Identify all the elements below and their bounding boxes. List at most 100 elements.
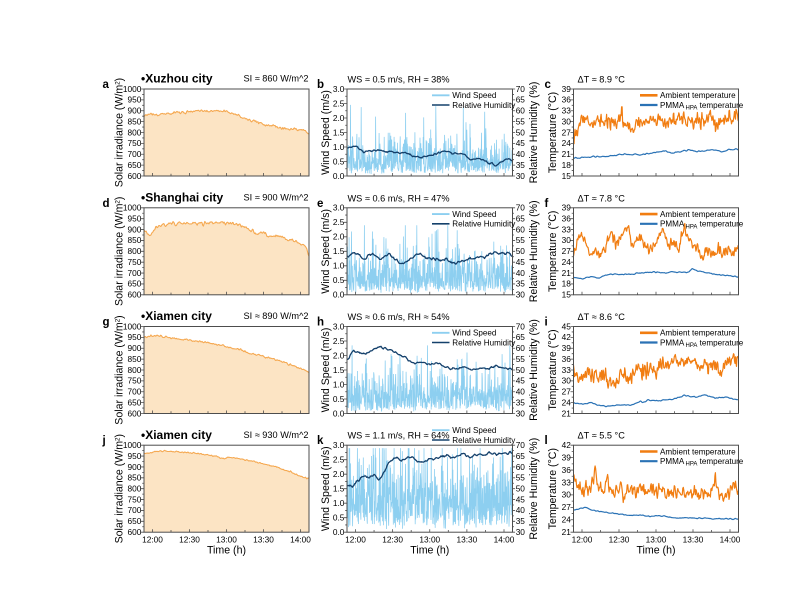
svg-text:12:30: 12:30 <box>609 534 630 544</box>
svg-text:13:00: 13:00 <box>646 534 667 544</box>
svg-text:14:00: 14:00 <box>290 534 311 544</box>
svg-text:1.5: 1.5 <box>333 127 345 137</box>
svg-text:650: 650 <box>128 516 142 526</box>
svg-text:Wind Speed: Wind Speed <box>452 426 496 435</box>
svg-text:50: 50 <box>516 246 526 256</box>
svg-text:18: 18 <box>562 279 572 289</box>
svg-text:700: 700 <box>128 387 142 397</box>
svg-text:Temperature (°C): Temperature (°C) <box>547 448 559 529</box>
svg-text:18: 18 <box>562 160 572 170</box>
svg-text:1.0: 1.0 <box>333 142 345 152</box>
svg-text:Relative Humidity (%): Relative Humidity (%) <box>528 319 540 421</box>
svg-text:36: 36 <box>562 354 572 364</box>
svg-text:•Xuzhou city: •Xuzhou city <box>141 72 213 86</box>
svg-text:c: c <box>545 79 552 91</box>
svg-text:36: 36 <box>562 465 572 475</box>
svg-text:WS ≈ 0.6 m/s, RH ≈ 54%: WS ≈ 0.6 m/s, RH ≈ 54% <box>348 312 450 322</box>
svg-text:65: 65 <box>516 332 526 342</box>
svg-text:2.0: 2.0 <box>333 113 345 123</box>
svg-text:50: 50 <box>516 484 526 494</box>
svg-text:14:00: 14:00 <box>494 534 515 544</box>
svg-text:55: 55 <box>516 235 526 245</box>
svg-text:Relative Humidity: Relative Humidity <box>452 220 516 229</box>
svg-text:Wind Speed (m/s): Wind Speed (m/s) <box>320 209 332 294</box>
svg-text:40: 40 <box>516 268 526 278</box>
svg-text:35: 35 <box>516 160 526 170</box>
svg-text:1000: 1000 <box>123 321 142 331</box>
svg-text:Relative Humidity (%): Relative Humidity (%) <box>528 82 540 184</box>
svg-text:2.0: 2.0 <box>333 350 345 360</box>
svg-text:14:00: 14:00 <box>720 534 741 544</box>
svg-text:55: 55 <box>516 473 526 483</box>
svg-text:Wind Speed: Wind Speed <box>452 91 496 100</box>
svg-text:60: 60 <box>516 224 526 234</box>
svg-text:13:30: 13:30 <box>683 534 704 544</box>
svg-text:ΔT ≈ 7.8 °C: ΔT ≈ 7.8 °C <box>578 193 626 203</box>
svg-text:40: 40 <box>516 387 526 397</box>
svg-text:j: j <box>102 435 106 447</box>
svg-text:21: 21 <box>562 527 572 537</box>
svg-text:a: a <box>103 79 110 91</box>
svg-text:0.0: 0.0 <box>333 527 345 537</box>
svg-text:PMMA HPA temperature: PMMA HPA temperature <box>660 457 744 468</box>
svg-text:1000: 1000 <box>123 203 142 213</box>
svg-text:600: 600 <box>128 527 142 537</box>
svg-text:13:30: 13:30 <box>457 534 478 544</box>
svg-text:Relative Humidity (%): Relative Humidity (%) <box>528 438 540 540</box>
svg-text:l: l <box>545 435 548 447</box>
svg-text:750: 750 <box>128 494 142 504</box>
svg-text:f: f <box>545 198 549 210</box>
svg-text:Time (h): Time (h) <box>636 545 675 557</box>
svg-text:Relative Humidity (%): Relative Humidity (%) <box>528 200 540 302</box>
svg-text:15: 15 <box>562 171 572 181</box>
svg-text:65: 65 <box>516 451 526 461</box>
svg-text:21: 21 <box>562 408 572 418</box>
svg-text:650: 650 <box>128 397 142 407</box>
svg-text:SI ≈ 860 W/m^2: SI ≈ 860 W/m^2 <box>243 74 308 84</box>
svg-text:36: 36 <box>562 95 572 105</box>
svg-text:33: 33 <box>562 365 572 375</box>
svg-text:PMMA HPA temperature: PMMA HPA temperature <box>660 338 744 349</box>
svg-text:Solar irradiance (W/m2): Solar irradiance (W/m2) <box>113 315 125 424</box>
svg-text:55: 55 <box>516 116 526 126</box>
svg-text:Ambient temperature: Ambient temperature <box>660 447 736 456</box>
svg-text:24: 24 <box>562 397 572 407</box>
svg-text:27: 27 <box>562 246 572 256</box>
svg-text:27: 27 <box>562 502 572 512</box>
svg-text:30: 30 <box>516 171 526 181</box>
svg-text:12:30: 12:30 <box>179 534 200 544</box>
svg-text:30: 30 <box>562 376 572 386</box>
svg-text:3.0: 3.0 <box>333 84 345 94</box>
svg-text:800: 800 <box>128 246 142 256</box>
svg-text:Ambient temperature: Ambient temperature <box>660 91 736 100</box>
svg-text:24: 24 <box>562 138 572 148</box>
svg-text:600: 600 <box>128 290 142 300</box>
svg-text:ΔT ≈ 8.6 °C: ΔT ≈ 8.6 °C <box>578 312 626 322</box>
svg-text:WS ≈ 0.5 m/s, RH ≈ 38%: WS ≈ 0.5 m/s, RH ≈ 38% <box>348 75 450 85</box>
svg-text:Wind Speed: Wind Speed <box>452 329 496 338</box>
svg-text:13:00: 13:00 <box>216 534 237 544</box>
svg-text:3.0: 3.0 <box>333 203 345 213</box>
svg-text:12:30: 12:30 <box>382 534 403 544</box>
svg-text:0.5: 0.5 <box>333 156 345 166</box>
svg-text:700: 700 <box>128 505 142 515</box>
svg-text:800: 800 <box>128 484 142 494</box>
svg-text:45: 45 <box>516 138 526 148</box>
svg-text:70: 70 <box>516 203 526 213</box>
svg-text:39: 39 <box>562 452 572 462</box>
svg-text:65: 65 <box>516 214 526 224</box>
svg-text:850: 850 <box>128 116 142 126</box>
svg-text:50: 50 <box>516 127 526 137</box>
svg-text:950: 950 <box>128 451 142 461</box>
svg-text:27: 27 <box>562 127 572 137</box>
svg-text:Relative Humidity: Relative Humidity <box>452 436 516 445</box>
svg-text:12:00: 12:00 <box>345 534 366 544</box>
svg-text:12:00: 12:00 <box>142 534 163 544</box>
svg-text:Solar irradiance (W/m2): Solar irradiance (W/m2) <box>113 78 125 187</box>
svg-text:900: 900 <box>128 106 142 116</box>
svg-text:1.5: 1.5 <box>333 246 345 256</box>
svg-text:2.5: 2.5 <box>333 98 345 108</box>
svg-text:0.0: 0.0 <box>333 290 345 300</box>
svg-text:e: e <box>317 198 323 210</box>
svg-text:Time (h): Time (h) <box>207 545 246 557</box>
